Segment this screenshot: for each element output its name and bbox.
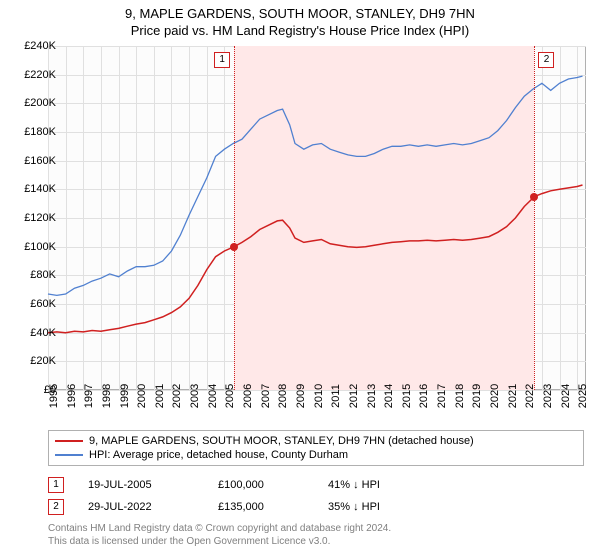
sales-table: 1 19-JUL-2005 £100,000 41% ↓ HPI 2 29-JU… — [48, 474, 428, 518]
y-axis-label: £140K — [24, 183, 56, 195]
series-property — [48, 185, 583, 333]
x-axis-label: 2018 — [454, 384, 466, 408]
x-axis-label: 2007 — [260, 384, 272, 408]
x-axis-label: 2024 — [560, 384, 572, 408]
y-axis-label: £100K — [24, 241, 56, 253]
x-axis-label: 2021 — [507, 384, 519, 408]
x-axis-label: 2023 — [542, 384, 554, 408]
legend-item-hpi: HPI: Average price, detached house, Coun… — [55, 448, 577, 462]
y-axis-label: £220K — [24, 69, 56, 81]
x-axis-label: 2011 — [330, 384, 342, 408]
y-axis-label: £180K — [24, 126, 56, 138]
y-axis-label: £60K — [30, 298, 56, 310]
footer: Contains HM Land Registry data © Crown c… — [48, 522, 391, 548]
sale-marker: 2 — [48, 499, 64, 515]
series-hpi — [48, 76, 583, 295]
legend-label: HPI: Average price, detached house, Coun… — [89, 449, 348, 461]
sale-dot — [530, 193, 538, 201]
y-axis-label: £120K — [24, 212, 56, 224]
footer-line1: Contains HM Land Registry data © Crown c… — [48, 522, 391, 535]
x-axis-label: 2006 — [242, 384, 254, 408]
x-axis-label: 2010 — [313, 384, 325, 408]
x-axis-label: 2002 — [171, 384, 183, 408]
x-axis-label: 2022 — [524, 384, 536, 408]
y-axis-label: £20K — [30, 355, 56, 367]
chart: 12 — [48, 46, 586, 390]
sale-dot — [230, 243, 238, 251]
y-axis-label: £200K — [24, 97, 56, 109]
x-axis-label: 1998 — [101, 384, 113, 408]
sale-diff: 35% ↓ HPI — [328, 501, 428, 513]
legend-swatch — [55, 440, 83, 442]
sale-row-1: 1 19-JUL-2005 £100,000 41% ↓ HPI — [48, 474, 428, 496]
x-axis-label: 2000 — [136, 384, 148, 408]
x-axis-label: 2017 — [436, 384, 448, 408]
title-address: 9, MAPLE GARDENS, SOUTH MOOR, STANLEY, D… — [0, 0, 600, 21]
sale-date: 29-JUL-2022 — [88, 501, 218, 513]
footer-line2: This data is licensed under the Open Gov… — [48, 535, 391, 548]
legend-swatch — [55, 454, 83, 456]
legend: 9, MAPLE GARDENS, SOUTH MOOR, STANLEY, D… — [48, 430, 584, 466]
x-axis-label: 2001 — [154, 384, 166, 408]
x-axis-label: 2016 — [418, 384, 430, 408]
chart-lines — [48, 46, 586, 390]
legend-label: 9, MAPLE GARDENS, SOUTH MOOR, STANLEY, D… — [89, 435, 474, 447]
sale-diff: 41% ↓ HPI — [328, 479, 428, 491]
marker-box: 1 — [214, 52, 230, 68]
marker-box: 2 — [538, 52, 554, 68]
x-axis-label: 2015 — [401, 384, 413, 408]
y-axis-label: £40K — [30, 327, 56, 339]
sale-price: £135,000 — [218, 501, 328, 513]
sale-price: £100,000 — [218, 479, 328, 491]
x-axis-label: 1995 — [48, 384, 60, 408]
x-axis-label: 2020 — [489, 384, 501, 408]
x-axis-label: 2013 — [366, 384, 378, 408]
title-subtitle: Price paid vs. HM Land Registry's House … — [0, 21, 600, 42]
y-axis-label: £160K — [24, 155, 56, 167]
legend-item-property: 9, MAPLE GARDENS, SOUTH MOOR, STANLEY, D… — [55, 434, 577, 448]
x-axis-label: 1999 — [119, 384, 131, 408]
x-axis-label: 2012 — [348, 384, 360, 408]
y-axis-label: £240K — [24, 40, 56, 52]
marker-line — [234, 46, 235, 390]
x-axis-label: 1997 — [83, 384, 95, 408]
x-axis-label: 2009 — [295, 384, 307, 408]
x-axis-label: 2008 — [277, 384, 289, 408]
x-axis-label: 2019 — [471, 384, 483, 408]
sale-marker: 1 — [48, 477, 64, 493]
y-axis-label: £80K — [30, 269, 56, 281]
marker-line — [534, 46, 535, 390]
sale-date: 19-JUL-2005 — [88, 479, 218, 491]
x-axis-label: 2004 — [207, 384, 219, 408]
x-axis-label: 2025 — [577, 384, 589, 408]
x-axis-label: 2003 — [189, 384, 201, 408]
x-axis-label: 1996 — [66, 384, 78, 408]
x-axis-label: 2005 — [224, 384, 236, 408]
x-axis-label: 2014 — [383, 384, 395, 408]
sale-row-2: 2 29-JUL-2022 £135,000 35% ↓ HPI — [48, 496, 428, 518]
